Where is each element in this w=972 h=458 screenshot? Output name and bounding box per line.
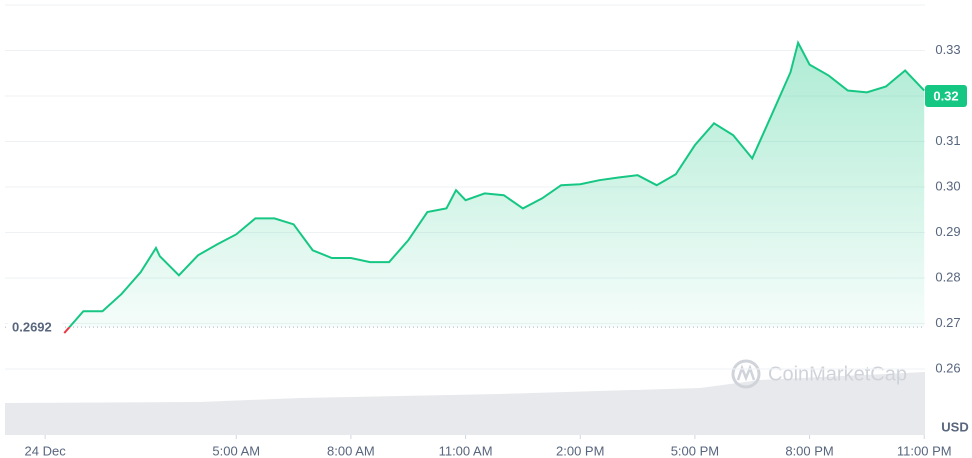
last-price-label: 0.32 — [933, 88, 958, 103]
watermark-text: CoinMarketCap — [768, 363, 907, 385]
x-tick-label: 24 Dec — [25, 443, 67, 458]
y-tick-label: 0.29 — [935, 224, 960, 239]
x-tick-label: 11:00 AM — [439, 443, 493, 458]
x-tick-label: 8:00 PM — [785, 443, 833, 458]
baseline-label: 0.2692 — [12, 320, 52, 335]
y-tick-label: 0.27 — [935, 315, 960, 330]
price-line-up — [68, 40, 925, 328]
price-area — [69, 42, 925, 328]
y-tick-label: 0.33 — [935, 42, 960, 57]
last-price-tag — [925, 85, 967, 108]
x-tick-label: 5:00 PM — [671, 443, 719, 458]
y-tick-label: 0.26 — [935, 360, 960, 375]
y-tick-label: 0.30 — [935, 178, 960, 193]
y-tick-label: 0.31 — [935, 133, 960, 148]
x-tick-label: 11:00 PM — [897, 443, 952, 458]
x-tick-label: 2:00 PM — [556, 443, 604, 458]
volume-area — [5, 372, 925, 435]
currency: USD — [941, 419, 968, 434]
baseline-label-bg — [8, 318, 62, 337]
x-tick-label: 8:00 AM — [327, 443, 375, 458]
y-tick-label: 0.28 — [935, 269, 960, 284]
x-tick-label: 5:00 AM — [212, 443, 260, 458]
